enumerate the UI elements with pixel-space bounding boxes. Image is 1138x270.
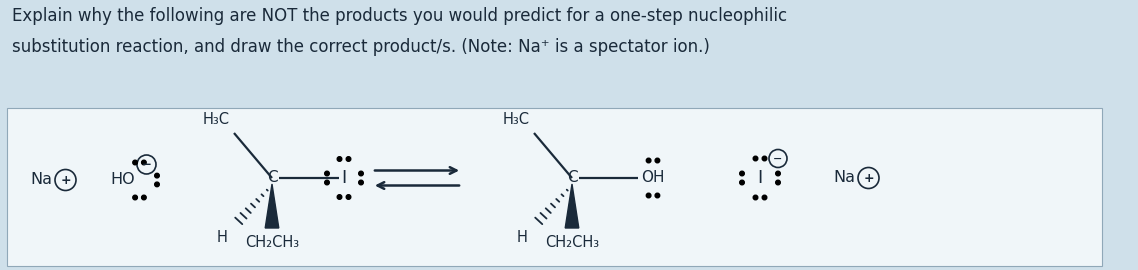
Circle shape [155,173,159,178]
Circle shape [141,195,146,200]
Circle shape [655,158,660,163]
Text: Explain why the following are NOT the products you would predict for a one-step : Explain why the following are NOT the pr… [13,7,787,25]
Text: HO: HO [110,173,134,187]
Text: +: + [864,171,874,184]
Text: I: I [758,169,762,187]
Text: −: − [141,158,151,171]
Text: H₃C: H₃C [503,112,530,127]
Polygon shape [265,184,279,228]
Circle shape [646,193,651,198]
Circle shape [753,156,758,161]
Text: CH₂CH₃: CH₂CH₃ [545,235,599,250]
Circle shape [337,157,341,161]
Circle shape [337,195,341,199]
Circle shape [776,171,781,176]
Circle shape [155,182,159,187]
Text: H₃C: H₃C [203,112,230,127]
Circle shape [646,158,651,163]
Text: C: C [266,170,278,185]
FancyBboxPatch shape [0,0,1138,108]
Text: +: + [60,174,71,187]
Text: −: − [774,154,783,164]
Circle shape [324,180,329,185]
Text: Na: Na [833,170,855,185]
Circle shape [655,193,660,198]
Circle shape [133,195,138,200]
Text: H: H [517,230,528,245]
Circle shape [141,160,146,165]
Circle shape [133,160,138,165]
Circle shape [753,195,758,200]
Circle shape [358,180,363,185]
Circle shape [346,157,351,161]
Circle shape [762,156,767,161]
Circle shape [740,180,744,185]
Text: OH: OH [641,170,665,185]
Circle shape [776,180,781,185]
Text: C: C [567,170,577,185]
Circle shape [346,195,351,199]
Circle shape [762,195,767,200]
Circle shape [324,171,329,176]
Circle shape [740,171,744,176]
Circle shape [358,171,363,176]
Text: CH₂CH₃: CH₂CH₃ [245,235,299,250]
Polygon shape [566,184,579,228]
Text: substitution reaction, and draw the correct product/s. (Note: Na⁺ is a spectator: substitution reaction, and draw the corr… [13,38,710,56]
FancyBboxPatch shape [7,108,1102,266]
Text: H: H [217,230,228,245]
Text: Na: Na [30,173,52,187]
Text: I: I [341,169,347,187]
